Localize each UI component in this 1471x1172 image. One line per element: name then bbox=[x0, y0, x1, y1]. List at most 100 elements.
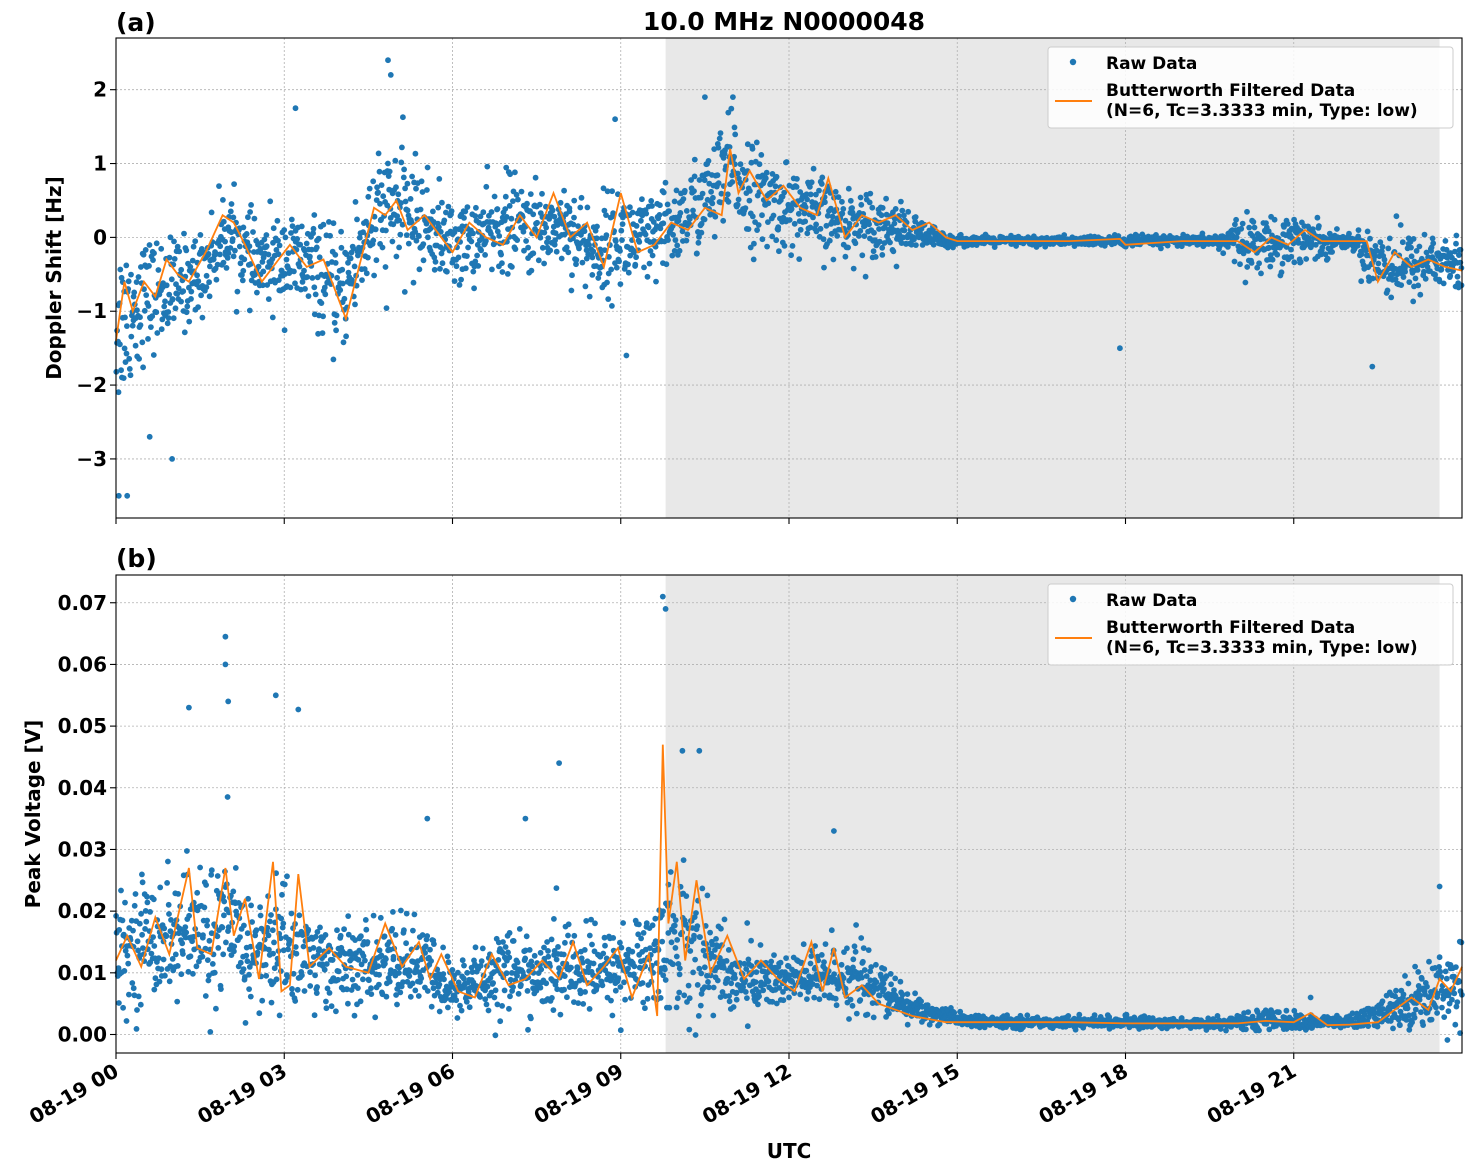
raw-point bbox=[1291, 1007, 1298, 1014]
raw-point bbox=[715, 144, 722, 151]
raw-point bbox=[280, 920, 287, 927]
raw-point bbox=[1254, 264, 1261, 271]
raw-point bbox=[205, 977, 212, 984]
raw-point bbox=[577, 204, 584, 211]
raw-point bbox=[554, 986, 561, 993]
raw-point bbox=[930, 241, 937, 248]
raw-point bbox=[888, 981, 894, 988]
raw-point bbox=[615, 975, 622, 981]
raw-point bbox=[652, 915, 659, 922]
raw-point bbox=[594, 983, 601, 989]
raw-point bbox=[643, 210, 650, 217]
raw-point bbox=[120, 1004, 126, 1011]
raw-point bbox=[516, 926, 523, 932]
raw-point bbox=[561, 187, 567, 194]
raw-point bbox=[400, 979, 406, 985]
raw-point bbox=[551, 213, 558, 220]
raw-point bbox=[686, 1026, 693, 1033]
raw-point bbox=[1422, 275, 1429, 282]
raw-point bbox=[287, 937, 293, 944]
raw-point bbox=[489, 266, 495, 273]
raw-point bbox=[381, 933, 388, 940]
panel-b-raw-points bbox=[113, 593, 1465, 1043]
raw-point bbox=[207, 1029, 214, 1035]
raw-point bbox=[1164, 242, 1171, 249]
raw-point bbox=[643, 920, 650, 927]
raw-point bbox=[849, 1002, 856, 1009]
panel-a-legend-raw-marker bbox=[1069, 58, 1077, 66]
raw-point bbox=[297, 241, 304, 248]
raw-point bbox=[300, 943, 307, 950]
raw-point bbox=[863, 973, 870, 979]
raw-point bbox=[674, 242, 681, 249]
raw-point bbox=[131, 902, 138, 909]
raw-point bbox=[310, 945, 317, 951]
raw-point bbox=[197, 232, 204, 238]
raw-point bbox=[670, 961, 676, 968]
raw-point bbox=[617, 984, 624, 990]
raw-point bbox=[604, 279, 610, 286]
raw-point bbox=[190, 933, 197, 940]
raw-outlier-point bbox=[292, 105, 299, 112]
raw-point bbox=[862, 273, 869, 280]
raw-point bbox=[400, 174, 407, 181]
raw-point bbox=[383, 956, 389, 962]
raw-point bbox=[625, 965, 631, 972]
raw-point bbox=[698, 990, 705, 997]
raw-point bbox=[323, 1005, 330, 1012]
raw-point bbox=[204, 917, 211, 924]
raw-point bbox=[596, 270, 603, 277]
raw-outlier-point bbox=[730, 94, 736, 100]
raw-point bbox=[407, 968, 413, 974]
raw-point bbox=[507, 993, 513, 1000]
raw-point bbox=[1297, 259, 1304, 265]
raw-point bbox=[221, 912, 227, 919]
raw-point bbox=[662, 179, 669, 186]
raw-point bbox=[350, 245, 357, 252]
raw-point bbox=[134, 938, 141, 945]
raw-point bbox=[376, 971, 382, 978]
raw-point bbox=[360, 953, 367, 959]
raw-point bbox=[1246, 224, 1253, 231]
raw-point bbox=[333, 327, 339, 334]
raw-point bbox=[221, 898, 228, 905]
raw-point bbox=[506, 1005, 512, 1012]
raw-point bbox=[199, 953, 206, 960]
raw-point bbox=[201, 904, 208, 911]
raw-point bbox=[241, 256, 248, 263]
raw-point bbox=[620, 920, 626, 926]
raw-point bbox=[701, 216, 708, 223]
raw-point bbox=[746, 197, 753, 204]
raw-point bbox=[663, 261, 670, 268]
raw-point bbox=[1408, 244, 1414, 251]
raw-point bbox=[334, 927, 340, 934]
raw-point bbox=[1256, 1027, 1262, 1034]
raw-point bbox=[458, 276, 464, 283]
raw-point bbox=[293, 950, 300, 957]
raw-point bbox=[883, 195, 889, 202]
raw-point bbox=[581, 223, 588, 230]
raw-point bbox=[672, 237, 679, 244]
raw-point bbox=[150, 257, 156, 263]
raw-point bbox=[207, 263, 213, 270]
raw-point bbox=[398, 200, 404, 206]
raw-point bbox=[793, 184, 800, 190]
raw-point bbox=[879, 205, 886, 211]
raw-point bbox=[629, 948, 636, 955]
raw-point bbox=[502, 206, 509, 212]
raw-point bbox=[880, 980, 887, 987]
raw-point bbox=[701, 964, 708, 971]
raw-point bbox=[561, 973, 568, 979]
raw-point bbox=[246, 307, 253, 314]
raw-point bbox=[116, 927, 123, 933]
raw-point bbox=[195, 278, 202, 285]
raw-point bbox=[617, 939, 623, 946]
raw-point bbox=[137, 314, 143, 321]
panel-a: (a) 210−1−2−3 Doppler Shift [Hz] Raw Dat… bbox=[42, 8, 1465, 524]
raw-point bbox=[797, 226, 804, 233]
raw-point bbox=[448, 208, 455, 215]
raw-point bbox=[315, 330, 321, 337]
raw-point bbox=[683, 208, 690, 214]
raw-point bbox=[804, 230, 811, 237]
raw-point bbox=[252, 271, 258, 278]
